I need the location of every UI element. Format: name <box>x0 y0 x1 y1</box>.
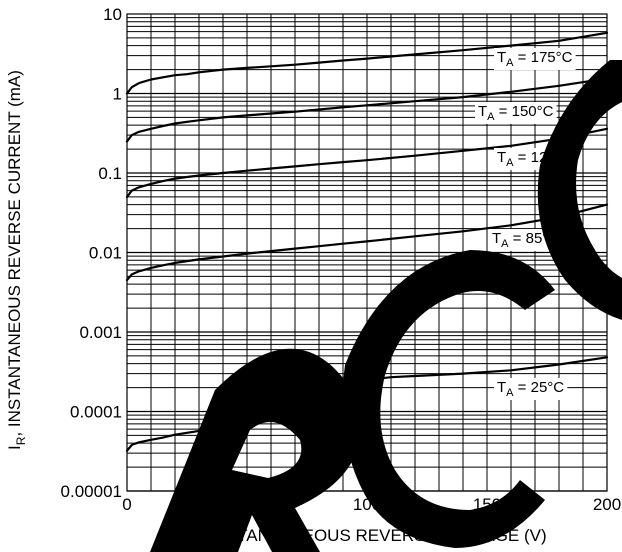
y-tick-label: 1 <box>113 85 122 104</box>
y-tick-label: 0.00001 <box>61 482 122 501</box>
y-tick-label: 10 <box>103 5 122 24</box>
x-axis-title: VR, INSTANTANEOUS REVERSE VOLTAGE (V) <box>179 526 546 549</box>
x-tick-label: 0 <box>122 495 131 514</box>
watermark-logo <box>150 60 622 552</box>
y-tick-label: 0.01 <box>89 244 122 263</box>
svg-text:TA = 25°C: TA = 25°C <box>497 379 564 399</box>
series-line <box>125 203 609 282</box>
y-tick-label: 0.0001 <box>70 403 122 422</box>
svg-text:TA = 175°C: TA = 175°C <box>497 49 573 69</box>
y-axis-title: IR, INSTANTANEOUS REVERSE CURRENT (mA) <box>5 70 28 450</box>
plot-frame <box>126 13 608 492</box>
series-label: TA = 25°C <box>494 378 568 400</box>
series-line <box>125 31 609 95</box>
svg-text:TA = 150°C: TA = 150°C <box>478 103 554 123</box>
y-tick-label: 0.001 <box>79 323 122 342</box>
series-line <box>125 77 609 143</box>
grid <box>126 14 608 492</box>
y-tick-label: 0.1 <box>98 164 122 183</box>
series-label: TA = 150°C <box>475 102 557 124</box>
x-tick-label: 200 <box>593 495 621 514</box>
series-line <box>125 127 609 198</box>
series-label: TA = 175°C <box>494 48 576 70</box>
